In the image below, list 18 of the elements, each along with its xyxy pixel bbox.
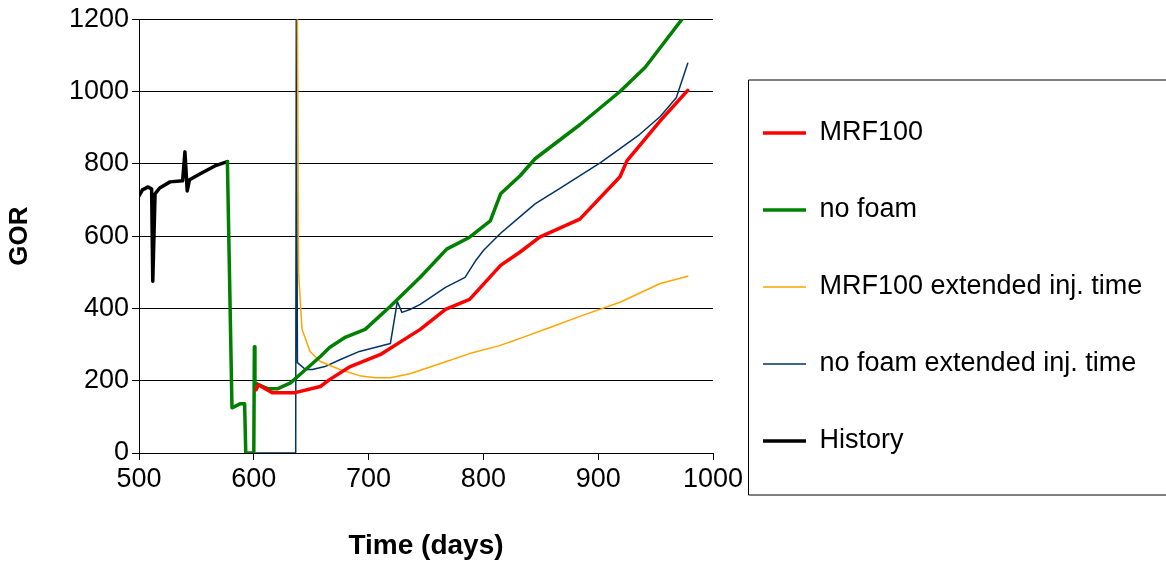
y-tick-label: 200 bbox=[83, 364, 129, 395]
y-tick-label: 1000 bbox=[68, 74, 129, 105]
x-tick-label: 600 bbox=[231, 462, 277, 493]
y-tick-label: 1200 bbox=[68, 2, 129, 33]
x-axis-title: Time (days) bbox=[348, 528, 504, 560]
x-tick-label: 1000 bbox=[682, 462, 744, 493]
x-tick-label: 800 bbox=[460, 462, 506, 493]
y-tick-label: 400 bbox=[83, 291, 129, 322]
legend-label: no foam bbox=[819, 193, 918, 224]
legend-label: no foam extended inj. time bbox=[819, 347, 1137, 378]
x-tick-label: 900 bbox=[575, 462, 621, 493]
y-axis-title: GOR bbox=[2, 206, 33, 266]
legend-label: MRF100 bbox=[819, 116, 924, 147]
legend-label: History bbox=[819, 424, 905, 455]
y-tick-label: 800 bbox=[83, 147, 129, 178]
x-tick-label: 700 bbox=[346, 462, 392, 493]
legend-label: MRF100 extended inj. time bbox=[819, 270, 1143, 301]
y-tick-label: 600 bbox=[83, 219, 129, 250]
